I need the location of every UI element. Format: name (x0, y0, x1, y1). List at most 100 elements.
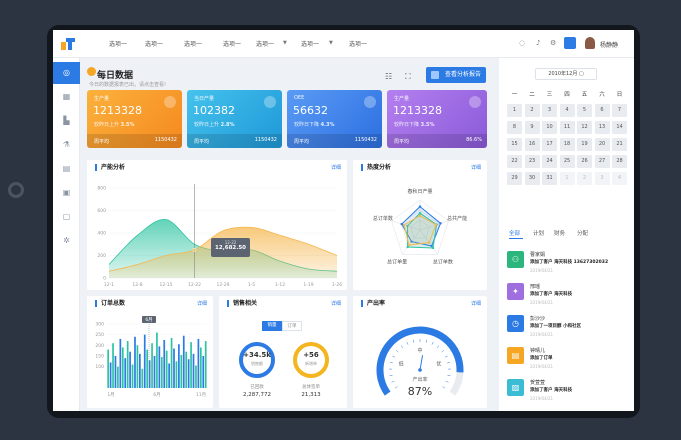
kpi-card-oee[interactable]: OEE 56632 较昨日下降 4.3% 周平均 1150432 (287, 90, 382, 148)
calendar-button[interactable] (564, 37, 576, 49)
calendar-day[interactable]: 11 (559, 121, 575, 134)
calendar-day[interactable]: 4 (559, 104, 575, 117)
calendar-day[interactable]: 23 (524, 155, 540, 168)
radar-point (418, 212, 422, 215)
order-bar (139, 353, 141, 388)
gauge-hub (418, 368, 422, 372)
gear-icon[interactable]: ⚙ (550, 39, 557, 47)
order-bar (187, 359, 190, 388)
calendar-day[interactable]: 26 (577, 155, 592, 168)
calendar-day[interactable]: 4 (612, 172, 627, 185)
calendar-day[interactable]: 12 (577, 121, 592, 134)
menu-option-5[interactable]: 选项一 (256, 41, 275, 48)
flask-icon[interactable]: ⚗ (62, 140, 71, 149)
output-detail-link[interactable]: 详细 (470, 301, 481, 307)
caret-down-icon[interactable]: ▼ (329, 40, 333, 46)
menu-option-2[interactable]: 选项一 (145, 41, 164, 48)
file-icon[interactable]: ▣ (62, 188, 71, 197)
heat-detail-link[interactable]: 详细 (470, 165, 481, 171)
calendar-day[interactable]: 30 (524, 172, 540, 185)
month-picker[interactable]: 2010年12月 ▢ (535, 68, 597, 80)
gauge-needle (419, 355, 424, 371)
feed-tab-assign[interactable]: 分配 (577, 231, 589, 237)
menu-option-4[interactable]: 选项一 (223, 41, 242, 48)
order-bar (129, 351, 131, 388)
calendar-day[interactable]: 9 (524, 121, 540, 134)
calendar-day[interactable]: 28 (612, 155, 627, 168)
feed-item[interactable]: ◷ 彭沙沙 添加了一项目醇 小和社区 2019/04/21 (507, 315, 632, 347)
filter-icon[interactable]: ☷ (385, 72, 393, 81)
report-button[interactable]: 查看分析报告 (426, 67, 486, 83)
calendar-day[interactable]: 13 (594, 121, 610, 134)
calendar-day[interactable]: 19 (577, 138, 592, 151)
calendar-day[interactable]: 24 (542, 155, 557, 168)
menu-option-7[interactable]: 选项一 (349, 41, 368, 48)
feed-item[interactable]: ▨ 贺萱萱 添加了客户 海天科技 2019/04/21 (507, 379, 632, 411)
feed-tab-finance[interactable]: 财务 (554, 231, 566, 237)
calendar-day[interactable]: 17 (542, 138, 557, 151)
x-tick-label: 12-8 (132, 282, 142, 288)
order-bar (202, 356, 205, 388)
radar-series-2 (406, 212, 438, 249)
feed-tab-plan[interactable]: 计划 (533, 231, 545, 237)
calendar-day[interactable]: 16 (524, 138, 540, 151)
feed-item[interactable]: ⚇ 曹家娟 添加了客户 海天科技 13627302032 2019/04/21 (507, 251, 632, 283)
calendar-day[interactable]: 18 (559, 138, 575, 151)
chart-icon[interactable]: ▙ (63, 116, 70, 125)
calendar-day[interactable]: 3 (542, 104, 557, 117)
calendar-day[interactable]: 14 (612, 121, 627, 134)
fullscreen-icon[interactable]: ⛶ (405, 72, 411, 81)
weekday-label: 三 (546, 92, 553, 98)
dashboard-icon[interactable]: ◎ (53, 62, 80, 84)
kpi-card-daily-output[interactable]: 当日产量 102382 较昨日上升 2.8% 周平均 1150432 (187, 90, 282, 148)
feed-tab-all[interactable]: 全部 (509, 231, 521, 237)
user-add-icon: ⚇ (507, 251, 524, 268)
calendar-day[interactable]: 3 (594, 172, 610, 185)
caret-down-icon[interactable]: ▼ (283, 40, 287, 46)
sales-detail-link[interactable]: 详细 (330, 301, 341, 307)
kpi-card-yield[interactable]: 生产量 1213328 较昨日下降 3.5% 周平均 86.6% (387, 90, 487, 148)
calendar-day[interactable]: 22 (507, 155, 522, 168)
calendar-day[interactable]: 10 (542, 121, 557, 134)
radar-point (407, 243, 411, 247)
order-bar (195, 365, 197, 388)
calendar-day[interactable]: 27 (594, 155, 610, 168)
bell-icon[interactable]: ♪ (536, 39, 541, 47)
calendar-day[interactable]: 7 (612, 104, 627, 117)
avatar[interactable] (585, 37, 595, 49)
order-bar (163, 340, 166, 388)
calendar-day[interactable]: 31 (542, 172, 557, 185)
calendar-day[interactable]: 15 (507, 138, 522, 151)
calendar-day[interactable]: 1 (559, 172, 575, 185)
grid-icon[interactable]: ▦ (62, 92, 71, 101)
calendar-day[interactable]: 5 (577, 104, 592, 117)
menu-option-6[interactable]: 选项一 (301, 41, 320, 48)
sales-ring-right: +56 新增单 (291, 340, 331, 380)
feed-item[interactable]: ✦ 邢瑶 添加了客户 海天科技 2019/04/21 (507, 283, 632, 315)
settings-icon[interactable]: ✲ (63, 236, 70, 245)
feed-item[interactable]: ▤ 钟晴儿 添加了订单 2019/04/21 (507, 347, 632, 379)
kpi-card-production[interactable]: 生产量 1213328 较昨日上升 3.5% 周平均 1150432 (87, 90, 182, 148)
message-icon[interactable]: ◌ (519, 39, 526, 47)
sales-ring-left: +34.5k 销售额 (237, 340, 277, 380)
calendar-day[interactable]: 20 (594, 138, 610, 151)
production-detail-link[interactable]: 详细 (330, 165, 341, 171)
calendar-day[interactable]: 1 (507, 104, 522, 117)
order-bar (146, 349, 149, 388)
tab-sales-volume[interactable]: 销量 (262, 321, 282, 331)
calendar-day[interactable]: 25 (559, 155, 575, 168)
menu-option-3[interactable]: 选项一 (184, 41, 203, 48)
orders-detail-link[interactable]: 详细 (196, 301, 207, 307)
menu-option-1[interactable]: 选项一 (109, 41, 128, 48)
username[interactable]: 杨静静 (600, 42, 619, 49)
calendar-day[interactable]: 8 (507, 121, 522, 134)
calendar-day[interactable]: 29 (507, 172, 522, 185)
book-icon[interactable]: ▤ (62, 164, 71, 173)
calendar-day[interactable]: 2 (577, 172, 592, 185)
radar-point (410, 240, 413, 243)
calendar-day[interactable]: 2 (524, 104, 540, 117)
window-icon[interactable]: ▢ (62, 212, 71, 221)
calendar-day[interactable]: 21 (612, 138, 627, 151)
calendar-day[interactable]: 6 (594, 104, 610, 117)
tab-orders[interactable]: 订单 (282, 321, 302, 331)
